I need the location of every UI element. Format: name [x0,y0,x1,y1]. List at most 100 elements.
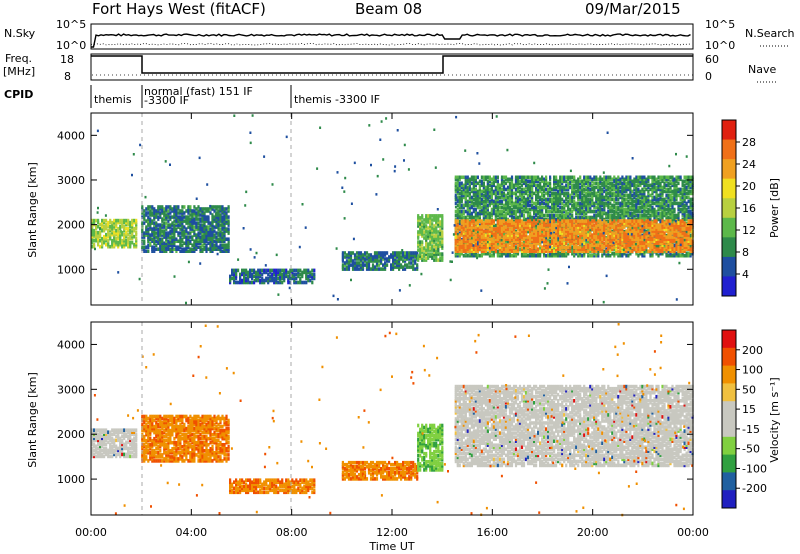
power-cell [569,193,572,198]
power-cell [541,201,544,206]
power-cell [115,230,118,235]
power-cell [555,187,558,192]
power-cell [263,270,266,275]
power-cell [464,197,467,202]
power-cell [629,205,632,210]
power-cell [421,230,424,234]
power-cell [671,191,674,196]
power-cell [169,225,172,229]
power-cell [341,257,344,261]
power-cell [427,226,430,230]
power-cell [563,205,566,210]
power-cell [173,233,176,237]
power-cell [462,209,465,214]
power-cell [394,253,397,257]
power-cell [359,263,363,267]
power-cell [297,280,300,285]
power-cell [599,189,602,194]
power-cell [514,211,518,216]
power-cell [217,209,220,213]
power-cell [101,222,104,227]
power-cell [669,175,672,180]
power-cell [490,201,493,206]
power-cell [478,185,481,190]
power-cell [109,218,112,223]
power-cell [460,215,463,220]
power-cell [474,189,477,194]
power-cell [573,201,576,206]
power-cell [651,213,654,218]
power-cell [341,263,344,267]
power-cell [645,247,648,252]
power-cell [371,265,375,269]
power-cell [311,272,314,277]
power-cell [621,195,624,200]
power-cell [107,230,110,235]
power-cell [535,201,538,206]
power-cell [205,229,208,233]
power-cell [625,211,628,216]
power-cell [408,253,411,257]
power-cell [435,230,438,234]
power-cell [219,215,222,219]
power-cell [466,181,469,186]
power-cell [529,195,532,200]
power-cell [597,239,600,244]
power-cell [531,251,534,256]
power-cell [661,207,664,212]
power-cell [431,244,434,248]
power-cell [153,213,156,217]
power-cell [545,205,548,210]
power-cell [394,259,397,263]
power-cell [651,253,654,258]
power-cell [641,193,644,198]
power-cell [611,203,614,208]
power-cell [569,195,572,200]
power-cell [641,181,644,186]
power-cell [593,181,596,186]
power-cell [663,207,666,212]
power-cell [179,241,182,245]
power-cell [653,215,656,220]
power-cell [484,251,487,256]
power-cell [195,241,198,245]
power-cell [219,209,222,213]
power-cell [587,215,590,220]
power-cell [589,249,592,254]
power-cell [478,253,481,258]
power-cell [531,215,534,220]
power-cell [125,240,128,245]
power-cell [639,201,642,206]
power-cell [516,205,520,210]
power-cell [545,177,548,182]
power-cell [466,207,469,212]
power-cell [209,241,212,245]
power-cell [506,197,510,202]
power-cell [496,183,499,188]
power-cell [121,222,124,227]
power-cell [191,219,194,223]
power-cell [221,225,224,229]
power-cell [627,215,630,220]
power-cell [275,276,278,281]
power-cell [551,207,554,212]
power-cell [543,197,546,202]
power-cell [599,199,602,204]
power-cell [161,225,164,229]
power-cell [585,187,588,192]
power-cell [581,199,584,204]
power-cell [91,234,94,239]
power-cell [537,209,540,214]
power-cell [619,213,622,218]
power-cell [410,265,413,269]
power-cell [591,199,594,204]
power-cell [423,258,426,262]
power-cell [555,199,558,204]
power-cell [439,234,442,238]
power-cell [557,203,560,208]
power-cell [480,175,483,180]
power-cell [575,251,578,256]
power-cell [115,238,118,243]
power-cell [429,216,432,220]
power-cell [502,185,506,190]
